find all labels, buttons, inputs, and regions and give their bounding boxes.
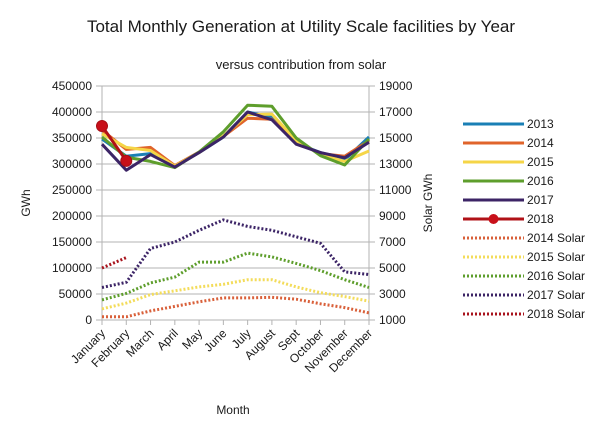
y-tick-label: 150000 [52, 235, 92, 249]
legend-item: 2018 Solar [463, 307, 585, 321]
legend-label: 2018 Solar [527, 307, 585, 321]
series-group [96, 103, 371, 319]
legend-label: 2018 [527, 212, 554, 226]
chart-subtitle: versus contribution from solar [216, 57, 387, 72]
chart-title: Total Monthly Generation at Utility Scal… [87, 17, 515, 36]
y2-tick-label: 3000 [379, 287, 406, 301]
y-tick-label: 50000 [59, 287, 93, 301]
legend-item: 2017 [463, 193, 554, 207]
series-line [101, 278, 370, 311]
legend-label: 2014 Solar [527, 231, 585, 245]
y2-tick-label: 13000 [379, 157, 413, 171]
y2-axis-title: Solar GWh [421, 174, 435, 233]
series-2014-solar [102, 295, 370, 319]
legend-item: 2014 Solar [463, 231, 585, 245]
series-2016 [101, 103, 371, 170]
y2-tick-label: 5000 [379, 261, 406, 275]
x-tick-label: May [179, 326, 205, 352]
legend-label: 2017 [527, 193, 554, 207]
legend-label: 2017 Solar [527, 288, 585, 302]
series-2017 [100, 110, 370, 172]
x-tick-label: June [201, 326, 230, 355]
series-line [100, 125, 128, 162]
y-tick-label: 100000 [52, 261, 92, 275]
y-tick-label: 350000 [52, 131, 92, 145]
legend-item: 2015 Solar [463, 250, 585, 264]
series-2018-solar [101, 256, 127, 270]
y-tick-label: 450000 [52, 79, 92, 93]
series-2015-solar [101, 278, 370, 311]
series-line [100, 110, 370, 172]
y2-tick-label: 11000 [379, 183, 412, 197]
axes [101, 86, 370, 325]
legend-item: 2015 [463, 155, 554, 169]
legend-label: 2014 [527, 136, 554, 150]
x-axis-title: Month [216, 403, 249, 417]
y-tick-label: 200000 [52, 209, 92, 223]
legend-label: 2016 Solar [527, 269, 585, 283]
y2-tick-label: 9000 [379, 209, 406, 223]
series-line [102, 295, 370, 319]
legend-item: 2014 [463, 136, 554, 150]
legend-label: 2015 Solar [527, 250, 585, 264]
gridlines [96, 85, 375, 321]
legend-label: 2015 [527, 155, 554, 169]
legend-item: 2016 Solar [463, 269, 585, 283]
legend: 2013 2014 2015 2016 2017 2018 2014 Solar 2015 S… [463, 117, 585, 321]
x-tick-label: March [123, 326, 156, 359]
legend-item: 2016 [463, 174, 554, 188]
legend-marker [488, 214, 499, 224]
series-line [101, 218, 370, 289]
data-point [120, 154, 133, 167]
series-line [101, 256, 127, 270]
y2-axis-ticks: 1000 3000 5000 7000 9000 11000 13000 15000 17000… [379, 79, 413, 327]
y2-tick-label: 19000 [379, 79, 413, 93]
y-axis-title: GWh [19, 189, 33, 216]
y-tick-label: 300000 [52, 157, 92, 171]
series-line [101, 103, 371, 170]
y2-tick-label: 7000 [379, 235, 406, 249]
legend-label: 2016 [527, 174, 554, 188]
y2-tick-label: 1000 [379, 313, 406, 327]
y2-tick-label: 17000 [379, 105, 413, 119]
y-tick-label: 400000 [52, 105, 92, 119]
series-2018 [96, 120, 133, 167]
y-tick-label: 0 [85, 313, 92, 327]
y2-tick-label: 15000 [379, 131, 413, 145]
legend-label: 2013 [527, 117, 554, 131]
y-tick-label: 250000 [52, 183, 92, 197]
legend-item: 2013 [463, 117, 554, 131]
x-tick-label: April [154, 326, 181, 353]
legend-item: 2018 [463, 212, 554, 226]
data-point [96, 120, 108, 133]
series-2017-solar [101, 218, 370, 289]
y-axis-ticks: 0 50000 100000 150000 200000 250000 300000 3500… [52, 79, 92, 327]
legend-item: 2017 Solar [463, 288, 585, 302]
